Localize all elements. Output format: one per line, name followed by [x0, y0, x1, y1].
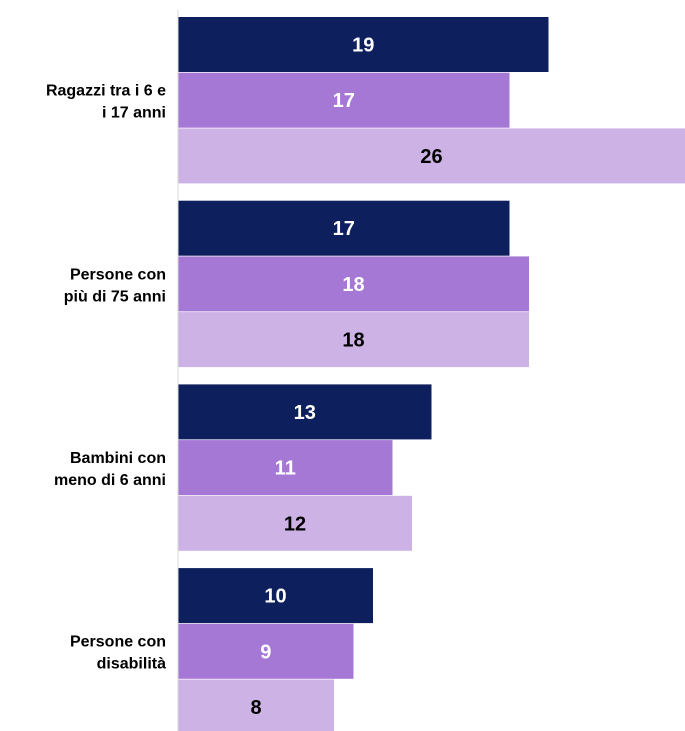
category-label: Persone con: [70, 634, 166, 651]
data-label: 10: [264, 586, 286, 608]
data-label: 11: [275, 458, 296, 480]
data-label: 18: [342, 330, 364, 352]
category-label: disabilità: [97, 656, 166, 673]
data-label: 19: [352, 35, 374, 57]
bar: [178, 623, 354, 679]
category-label: più di 75 anni: [64, 288, 166, 305]
category-label: Ragazzi tra i 6 e: [46, 83, 166, 100]
bar: [178, 568, 373, 624]
bar: [178, 440, 393, 496]
data-label: 17: [333, 90, 355, 112]
data-label: 17: [333, 218, 355, 240]
category-label: i 17 anni: [102, 105, 166, 122]
bar: [178, 200, 510, 256]
data-label: 12: [284, 513, 306, 535]
category-label: meno di 6 anni: [54, 472, 166, 489]
bar: [178, 384, 432, 440]
bar: [178, 495, 412, 551]
data-label: 8: [250, 697, 261, 719]
bars-layer: [178, 17, 685, 731]
data-label: 26: [420, 146, 442, 168]
bar: [178, 679, 334, 731]
labels-layer: Ragazzi tra i 6 e i 17 anni 19 17 26 Persone …: [46, 35, 443, 720]
data-label: 9: [260, 641, 271, 663]
bar: [178, 128, 685, 184]
category-label: Bambini con: [70, 450, 166, 467]
bar: [178, 17, 549, 72]
bar: [178, 256, 529, 312]
data-label: 18: [342, 274, 364, 296]
bar: [178, 72, 510, 128]
data-label: 13: [294, 402, 316, 424]
category-label: Persone con: [70, 266, 166, 283]
bar: [178, 312, 529, 368]
